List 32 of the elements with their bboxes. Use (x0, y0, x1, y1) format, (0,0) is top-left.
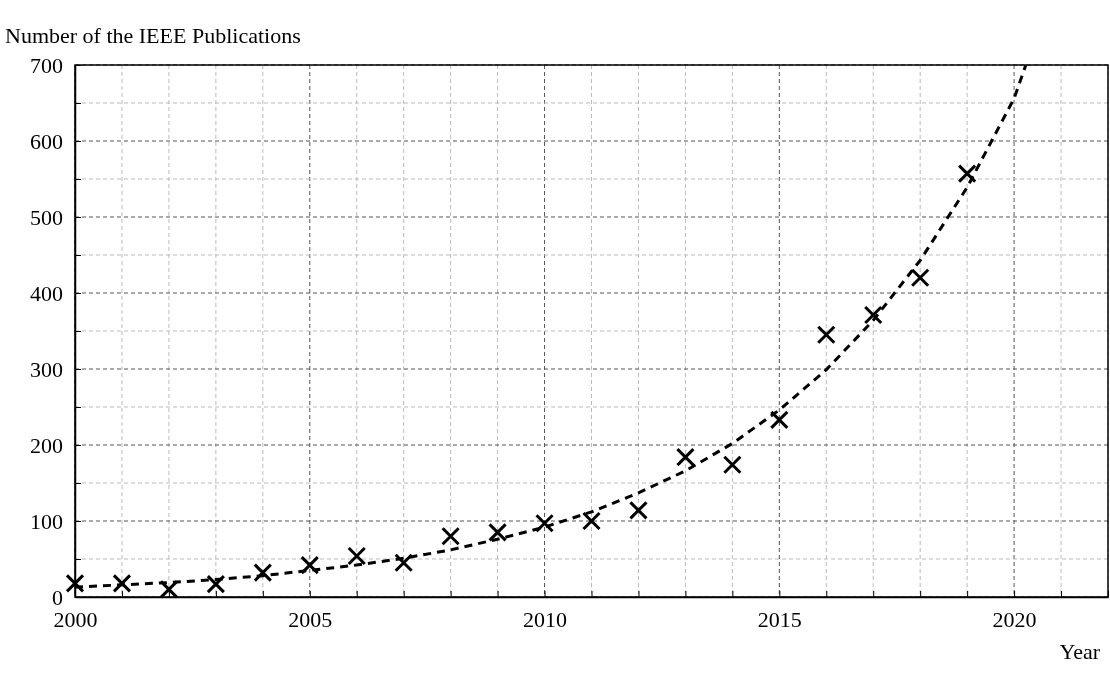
x-axis-title: Year (1059, 639, 1101, 664)
point (394, 553, 414, 573)
point (769, 410, 789, 430)
point (816, 325, 836, 345)
y-tick-label: 200 (30, 432, 63, 458)
x-tick-label: 2015 (757, 606, 802, 632)
point (957, 164, 977, 184)
point (253, 563, 273, 583)
point (535, 513, 555, 533)
y-tick-label: 300 (30, 356, 63, 382)
point (206, 574, 226, 594)
point (722, 455, 742, 475)
y-tick-label: 400 (30, 280, 63, 306)
y-axis-title: Number of the IEEE Publications (5, 23, 301, 48)
point (441, 526, 461, 546)
point (863, 305, 883, 325)
y-tick-label: 700 (30, 52, 63, 78)
y-tick-label: 600 (30, 128, 63, 154)
point (347, 546, 367, 566)
point (488, 522, 508, 542)
x-tick-label: 2010 (523, 606, 568, 632)
x-tick-label: 2005 (288, 606, 333, 632)
x-tick-label: 2020 (992, 606, 1037, 632)
point (300, 555, 320, 575)
point (675, 447, 695, 467)
point (582, 511, 601, 531)
point (628, 500, 648, 520)
point (112, 573, 132, 593)
point (910, 268, 930, 288)
y-tick-label: 500 (30, 204, 63, 230)
y-tick-label: 100 (30, 508, 63, 534)
point (65, 573, 85, 593)
